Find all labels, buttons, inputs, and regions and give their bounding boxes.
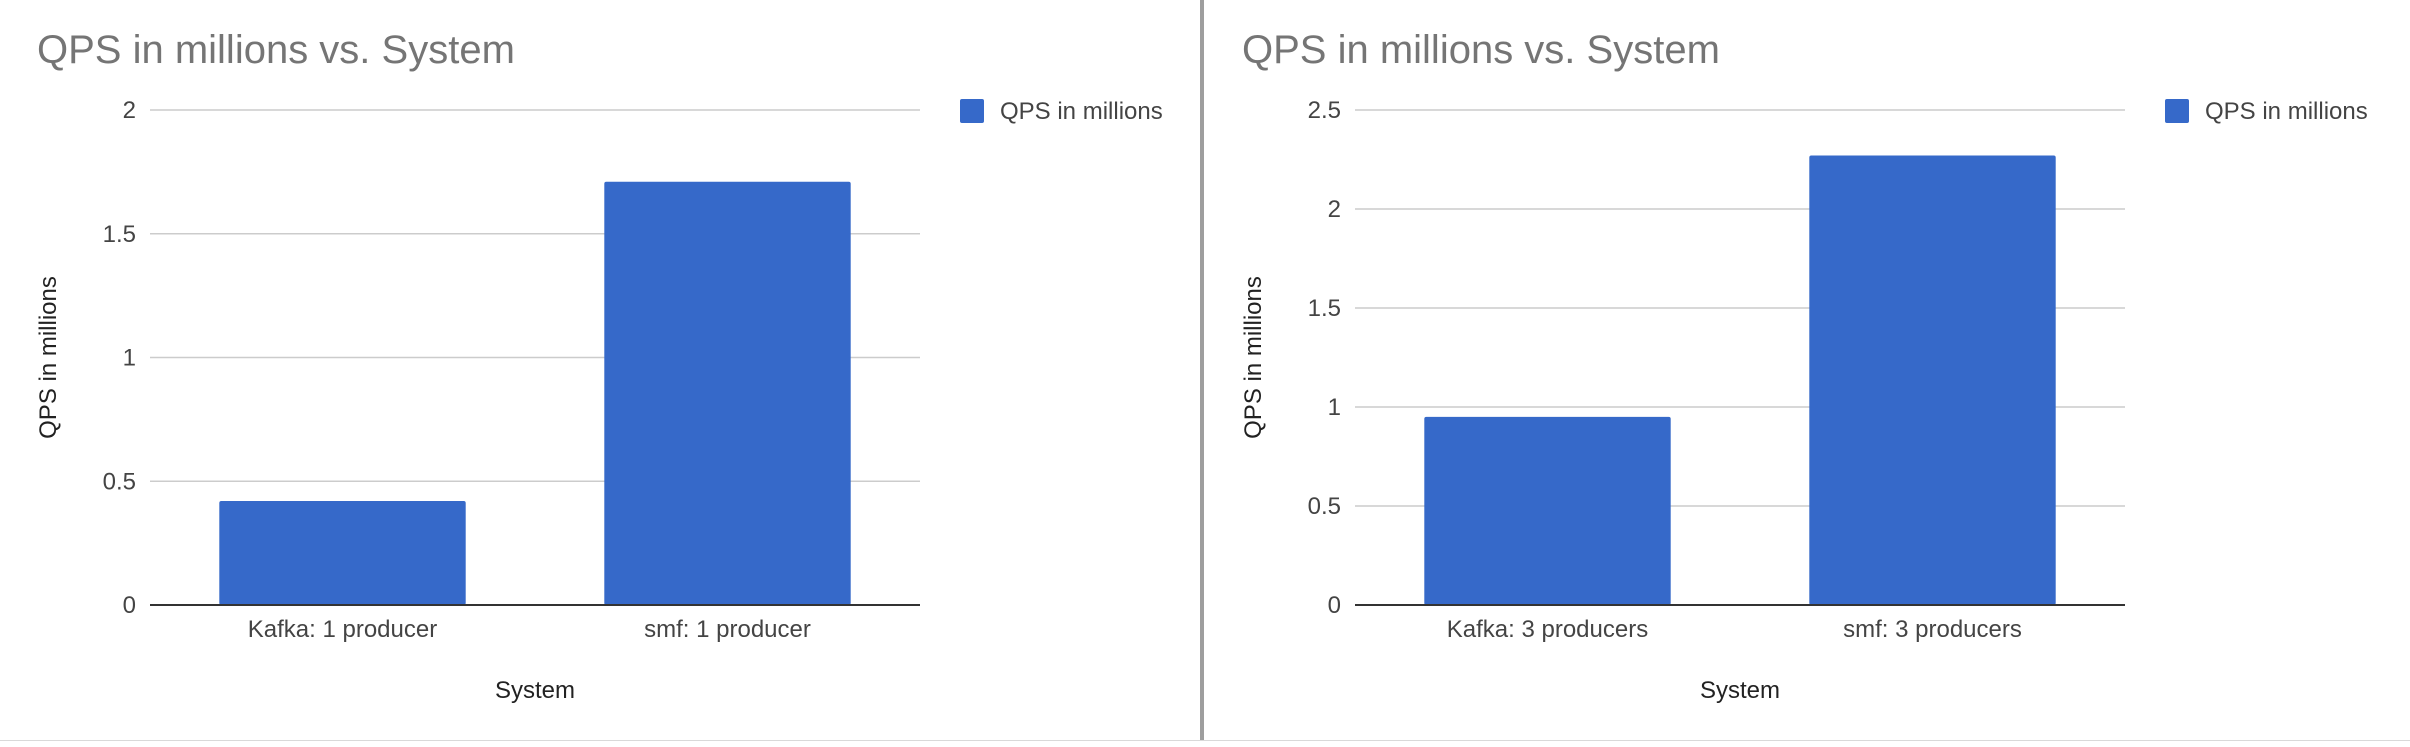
- y-tick-label: 1: [123, 345, 136, 372]
- y-tick-label: 0: [123, 592, 136, 619]
- bar: [1424, 416, 1671, 605]
- x-tick-label: smf: 1 producer: [644, 616, 811, 643]
- x-axis-title: System: [495, 677, 575, 704]
- y-tick-label: 2: [1328, 196, 1341, 223]
- x-tick-label: smf: 3 producers: [1843, 616, 2022, 643]
- legend-label: QPS in millions: [1000, 98, 1163, 125]
- legend-label: QPS in millions: [2205, 98, 2368, 125]
- bar: [219, 501, 466, 605]
- legend-swatch: [960, 99, 984, 123]
- chart-panel-left: QPS in millions vs. System 0 0.5 1 1.5 2 Kafk…: [0, 0, 1200, 740]
- bar-chart-left: 0 0.5 1 1.5 2 Kafka: 1 producer smf: 1 produce…: [35, 97, 1163, 704]
- bar: [604, 181, 851, 605]
- y-tick-label: 1: [1328, 394, 1341, 421]
- x-tick-label: Kafka: 3 producers: [1447, 616, 1648, 643]
- chart-panel-right: QPS in millions vs. System 0 0.5 1 1.5 2 2.5 K…: [1205, 0, 2410, 740]
- bar-chart-right: 0 0.5 1 1.5 2 2.5 Kafka: 3 producers smf: 3 pro…: [1240, 97, 2368, 704]
- sheet-grid-strip: [0, 740, 2410, 747]
- y-tick-label: 2: [123, 97, 136, 124]
- y-tick-label: 2.5: [1308, 97, 1341, 124]
- chart-title: QPS in millions vs. System: [37, 28, 515, 72]
- x-axis-title: System: [1700, 677, 1780, 704]
- y-axis-title: QPS in millions: [1240, 276, 1267, 439]
- y-axis-title: QPS in millions: [35, 276, 62, 439]
- y-tick-label: 1.5: [1308, 295, 1341, 322]
- y-tick-label: 1.5: [103, 221, 136, 248]
- legend-swatch: [2165, 99, 2189, 123]
- y-tick-label: 0: [1328, 592, 1341, 619]
- x-tick-label: Kafka: 1 producer: [248, 616, 437, 643]
- chart-title: QPS in millions vs. System: [1242, 28, 1720, 72]
- y-tick-label: 0.5: [1308, 493, 1341, 520]
- panel-divider: [1200, 0, 1204, 740]
- y-tick-label: 0.5: [103, 468, 136, 495]
- bar: [1809, 155, 2056, 606]
